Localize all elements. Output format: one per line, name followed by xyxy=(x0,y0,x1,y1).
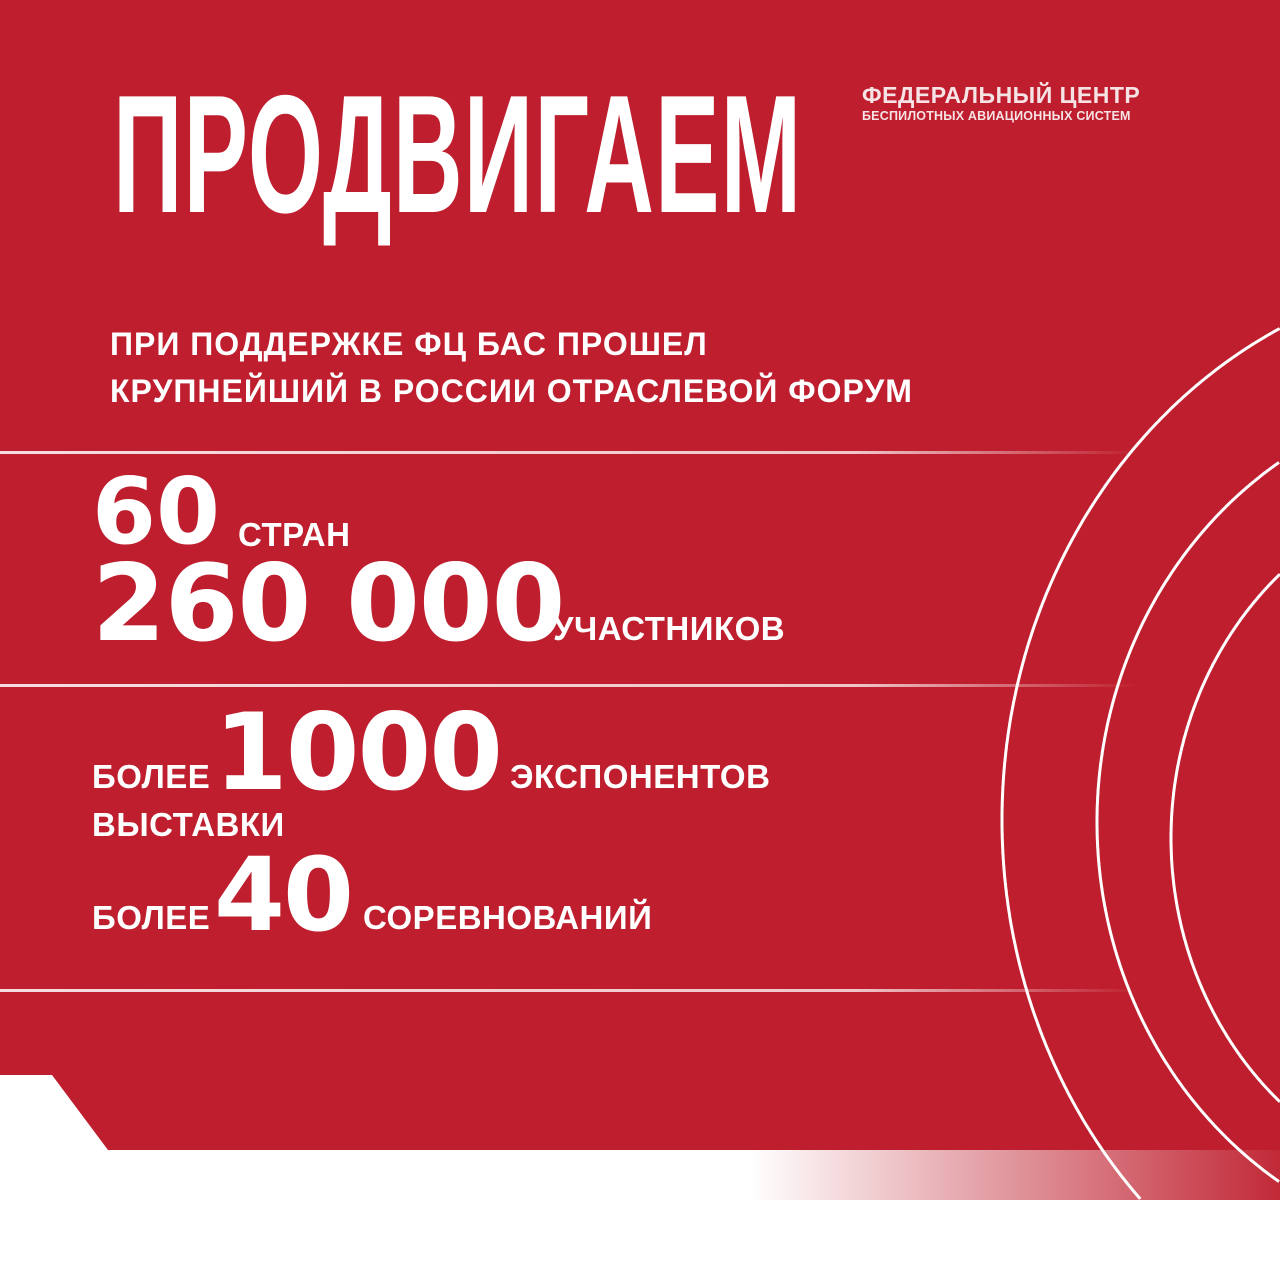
stat-exhibitors-prefix: БОЛЕЕ xyxy=(92,758,211,795)
red-panel xyxy=(0,0,1280,1150)
divider-1 xyxy=(0,451,1140,454)
arc-middle xyxy=(1095,461,1280,1183)
stat-competitions-prefix: БОЛЕЕ xyxy=(92,899,211,936)
subtitle-line-1: ПРИ ПОДДЕРЖКЕ ФЦ БАС ПРОШЕЛ xyxy=(110,326,708,362)
divider-3 xyxy=(0,989,1140,992)
stat-participants-label: УЧАСТНИКОВ xyxy=(553,610,786,647)
arc-inner xyxy=(1169,573,1280,1103)
logo-line-1: ФЕДЕРАЛЬНЫЙ ЦЕНТР xyxy=(862,82,1141,108)
divider-2 xyxy=(0,684,1140,687)
stat-countries-label: СТРАН xyxy=(238,516,351,553)
stat-competitions-label: СОРЕВНОВАНИЙ xyxy=(363,899,653,936)
stat-participants-value: 260 000 xyxy=(92,542,565,665)
stat-exhibitors-value: 1000 xyxy=(214,691,503,814)
stat-exhibitors-label: ЭКСПОНЕНТОВ xyxy=(510,758,771,795)
logo-line-2: БЕСПИЛОТНЫХ АВИАЦИОННЫХ СИСТЕМ xyxy=(862,109,1131,123)
stat-countries-value: 60 xyxy=(92,458,221,565)
stat-exhibitors-label-2: ВЫСТАВКИ xyxy=(92,806,285,843)
gradient-strip xyxy=(750,1150,1280,1200)
headline: ПРОДВИГАЕМ xyxy=(113,60,803,248)
arc-outer xyxy=(1000,327,1280,1200)
stat-competitions-value: 40 xyxy=(214,836,354,955)
subtitle-line-2: КРУПНЕЙШИЙ В РОССИИ ОТРАСЛЕВОЙ ФОРУМ xyxy=(110,373,913,409)
